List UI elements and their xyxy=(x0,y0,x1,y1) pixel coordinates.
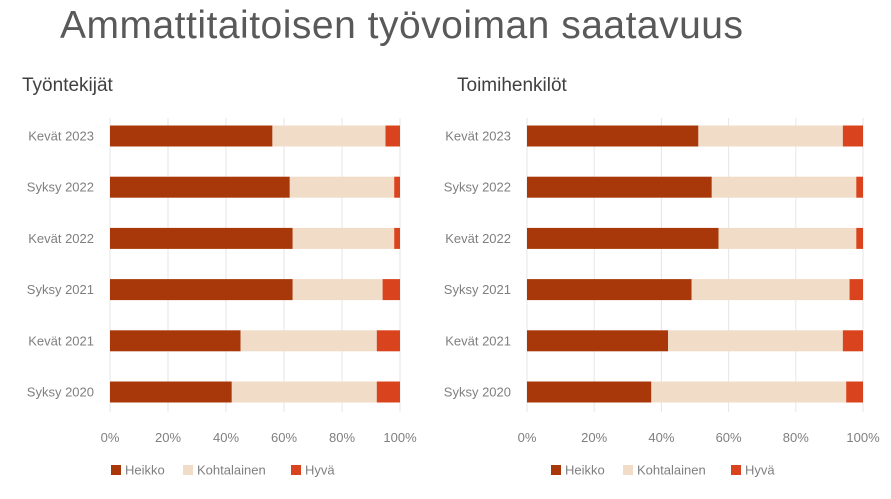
bar-hyvä xyxy=(394,176,400,198)
bar-kohtalainen xyxy=(231,381,377,403)
bar-kohtalainen xyxy=(292,227,395,249)
category-label: Syksy 2021 xyxy=(444,282,511,297)
bar-kohtalainen xyxy=(292,279,383,301)
category-label: Kevät 2022 xyxy=(445,231,511,246)
x-tick-label: 20% xyxy=(581,430,607,445)
bar-hyvä xyxy=(376,330,400,352)
bar-kohtalainen xyxy=(272,125,386,147)
category-label: Kevät 2023 xyxy=(28,129,94,144)
bar-hyvä xyxy=(856,227,863,249)
bar-hyvä xyxy=(849,279,863,301)
bar-heikko xyxy=(110,125,273,147)
legend-label: Kohtalainen xyxy=(637,463,706,478)
bar-hyvä xyxy=(846,381,863,403)
panel-0: 0% 20% 40% 60% 80% 100% Kevät 2023 Syksy 2022 Ke… xyxy=(27,118,417,478)
bar-heikko xyxy=(110,330,241,352)
bar-heikko xyxy=(527,125,699,147)
bar-hyvä xyxy=(385,125,400,147)
bar-kohtalainen xyxy=(651,381,847,403)
chart-title: Ammattitaitoisen työvoiman saatavuus xyxy=(60,4,744,47)
bar-hyvä xyxy=(856,176,863,198)
x-tick-label: 60% xyxy=(271,430,297,445)
bar-heikko xyxy=(110,176,290,198)
bar-hyvä xyxy=(394,227,400,249)
category-label: Syksy 2020 xyxy=(444,385,511,400)
category-label: Kevät 2022 xyxy=(28,231,94,246)
category-label: Kevät 2021 xyxy=(445,333,511,348)
bar-heikko xyxy=(110,227,293,249)
bar-kohtalainen xyxy=(711,176,857,198)
x-tick-label: 0% xyxy=(518,430,537,445)
legend-swatch xyxy=(551,465,561,475)
legend-swatch xyxy=(183,465,193,475)
bar-heikko xyxy=(527,176,712,198)
bar-kohtalainen xyxy=(289,176,395,198)
category-label: Kevät 2023 xyxy=(445,129,511,144)
bar-heikko xyxy=(110,381,232,403)
bar-kohtalainen xyxy=(240,330,377,352)
x-tick-label: 40% xyxy=(648,430,674,445)
legend-label: Heikko xyxy=(125,463,165,478)
x-tick-label: 60% xyxy=(716,430,742,445)
bar-hyvä xyxy=(382,279,400,301)
bar-heikko xyxy=(527,227,719,249)
legend-label: Hyvä xyxy=(305,463,335,478)
bar-kohtalainen xyxy=(691,279,850,301)
category-label: Syksy 2022 xyxy=(27,180,94,195)
x-tick-label: 80% xyxy=(329,430,355,445)
bar-hyvä xyxy=(842,125,863,147)
panel-1: 0% 20% 40% 60% 80% 100% Kevät 2023 Syksy 2022 Ke… xyxy=(444,118,880,478)
bar-heikko xyxy=(527,330,669,352)
legend-swatch xyxy=(731,465,741,475)
category-label: Kevät 2021 xyxy=(28,333,94,348)
legend-label: Heikko xyxy=(565,463,605,478)
legend-swatch xyxy=(291,465,301,475)
bar-hyvä xyxy=(842,330,863,352)
category-label: Syksy 2020 xyxy=(27,385,94,400)
legend-label: Hyvä xyxy=(745,463,775,478)
x-tick-label: 20% xyxy=(155,430,181,445)
category-label: Syksy 2022 xyxy=(444,180,511,195)
x-tick-label: 40% xyxy=(213,430,239,445)
legend-label: Kohtalainen xyxy=(197,463,266,478)
bar-kohtalainen xyxy=(668,330,843,352)
bar-heikko xyxy=(110,279,293,301)
category-label: Syksy 2021 xyxy=(27,282,94,297)
bar-heikko xyxy=(527,279,692,301)
x-tick-label: 100% xyxy=(846,430,880,445)
panel-title-toimihenkilot: Toimihenkilöt xyxy=(457,75,567,96)
bar-kohtalainen xyxy=(698,125,843,147)
x-tick-label: 0% xyxy=(101,430,120,445)
bar-hyvä xyxy=(376,381,400,403)
legend-swatch xyxy=(623,465,633,475)
x-tick-label: 100% xyxy=(383,430,417,445)
bar-kohtalainen xyxy=(718,227,857,249)
legend-swatch xyxy=(111,465,121,475)
x-tick-label: 80% xyxy=(783,430,809,445)
bar-heikko xyxy=(527,381,652,403)
panel-title-tyontekijat: Työntekijät xyxy=(22,75,113,96)
